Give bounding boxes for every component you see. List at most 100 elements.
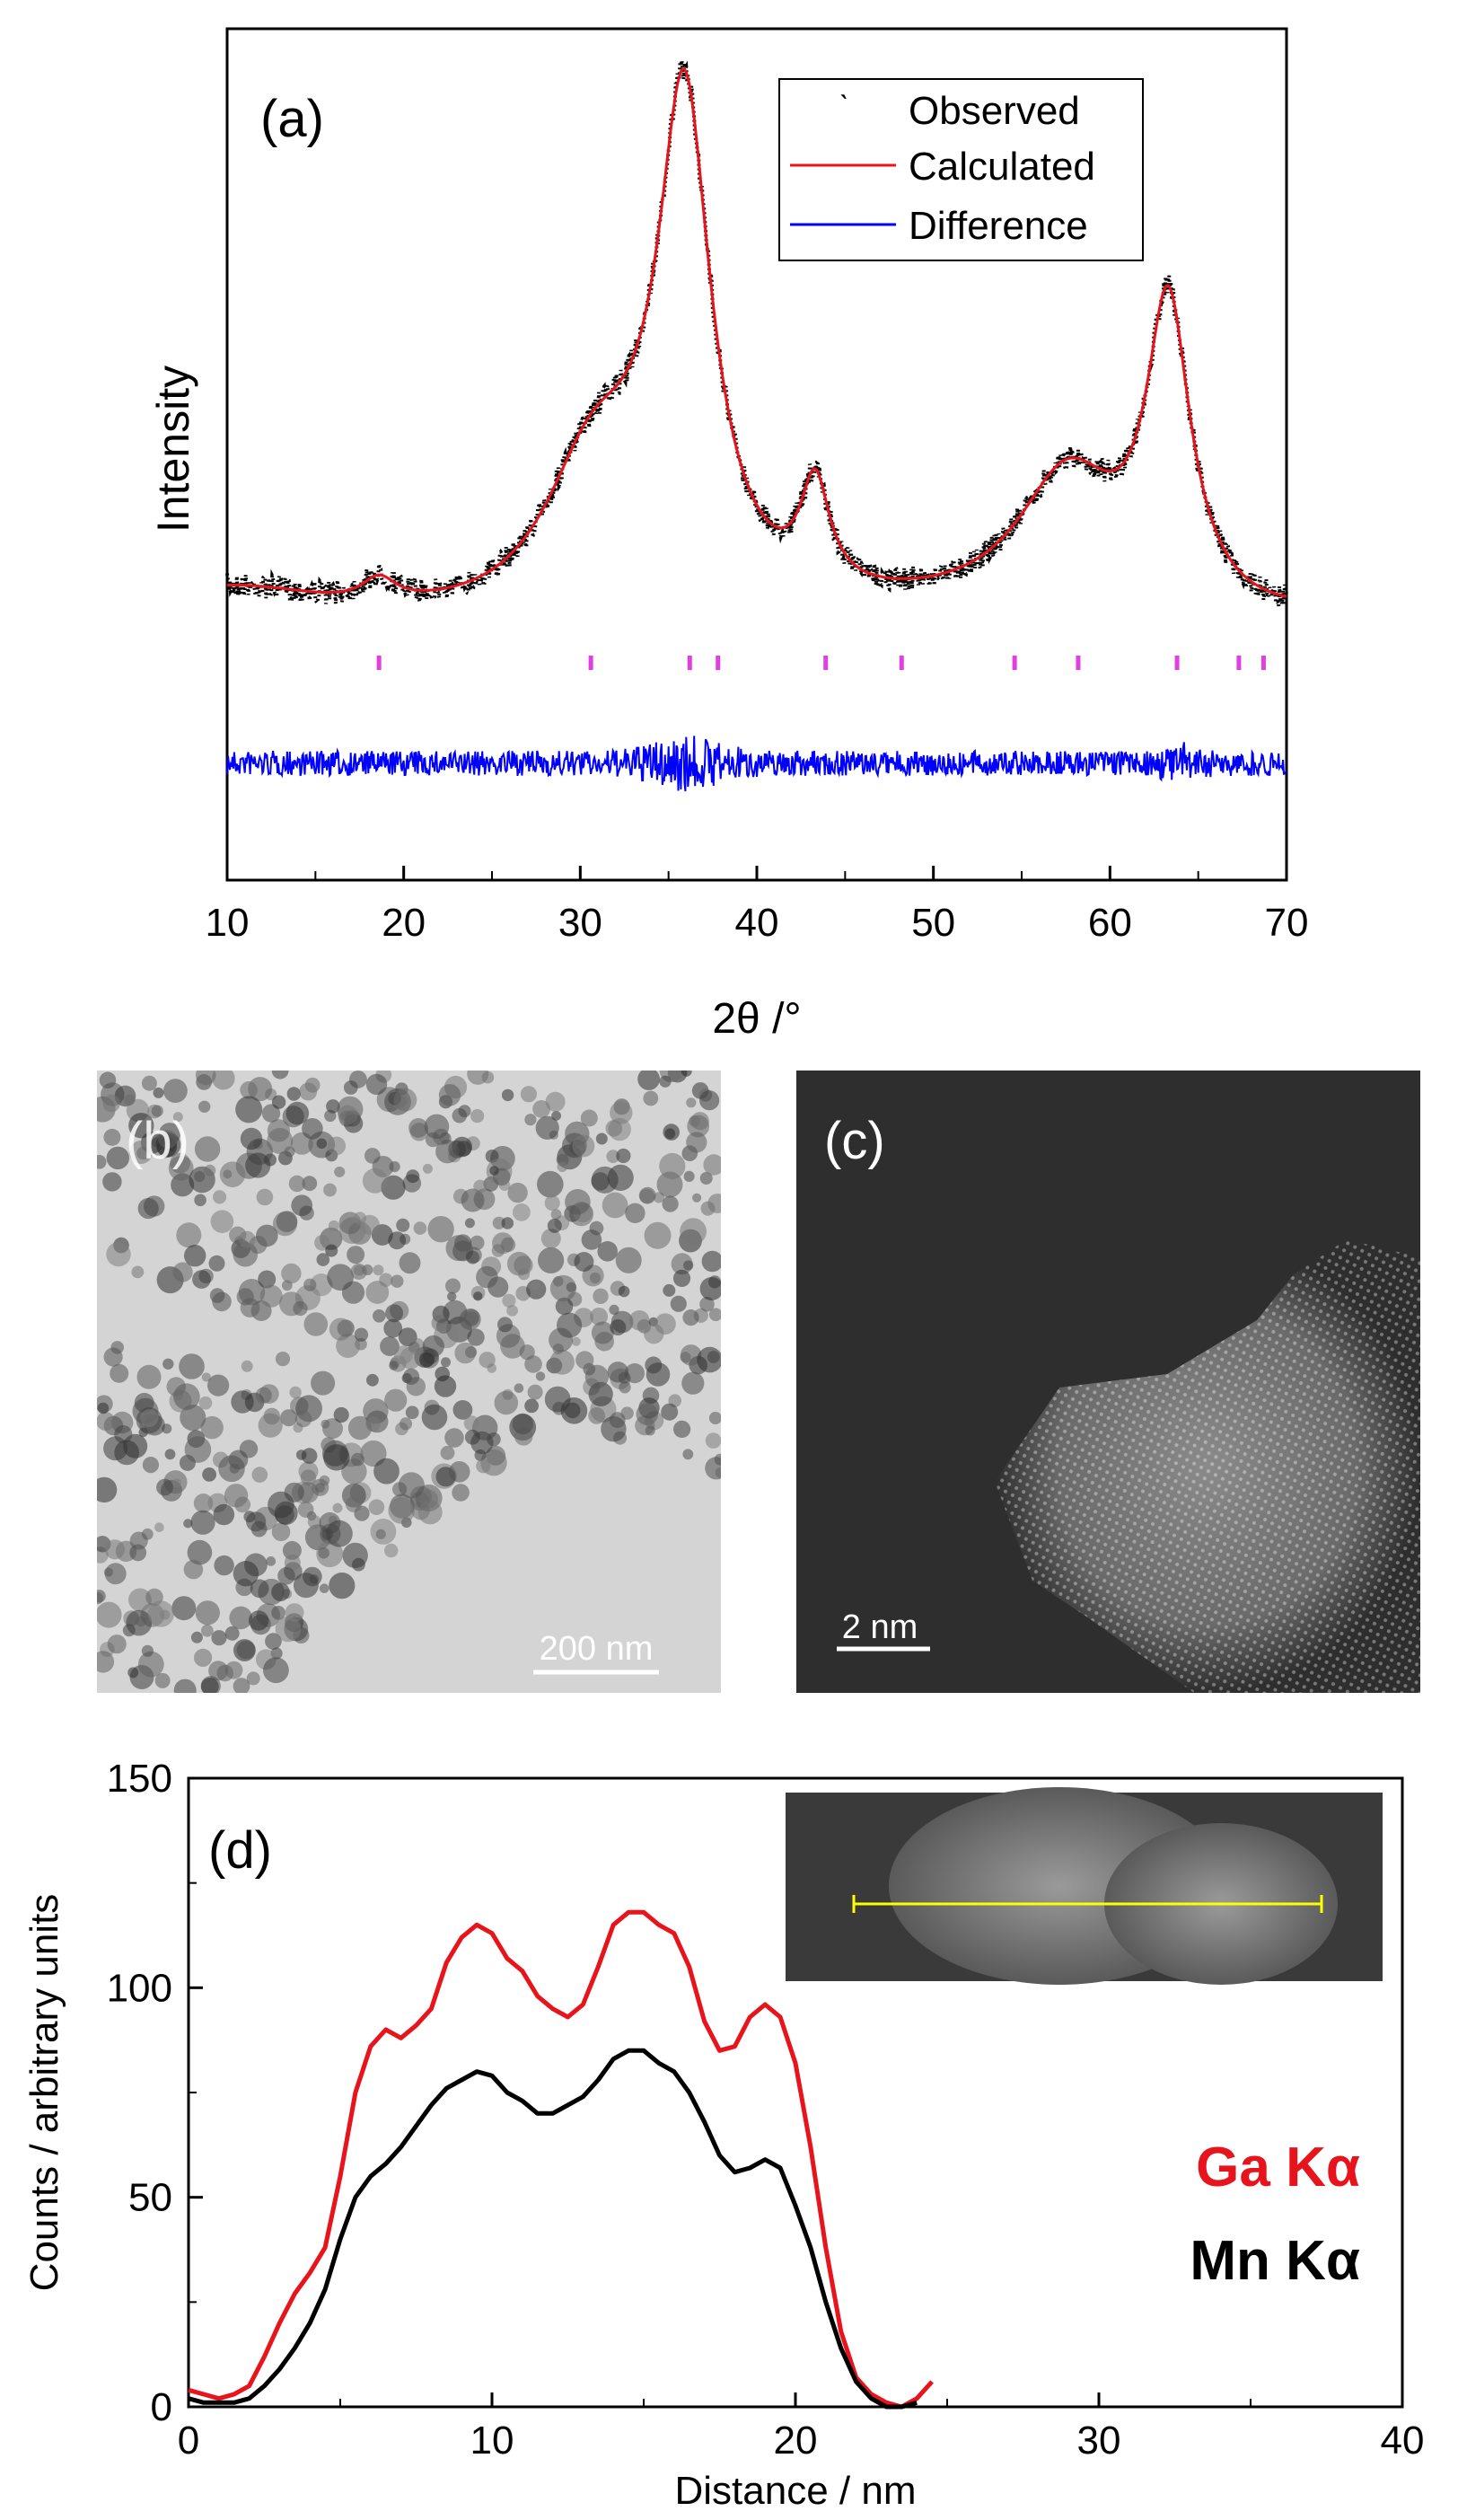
nanoparticle xyxy=(267,1128,294,1154)
nanoparticle xyxy=(544,1386,571,1413)
nanoparticle xyxy=(535,1371,546,1381)
nanoparticle xyxy=(172,1112,183,1123)
nanoparticle xyxy=(419,1352,435,1368)
nanoparticle xyxy=(154,1672,171,1688)
nanoparticle xyxy=(193,1493,214,1513)
panel-a-x-ticks: 10 20 30 40 50 60 70 xyxy=(206,866,1308,945)
nanoparticle xyxy=(452,1400,473,1420)
nanoparticle xyxy=(212,1071,235,1090)
nanoparticle xyxy=(538,1247,565,1273)
nanoparticle xyxy=(110,1363,129,1383)
nanoparticle xyxy=(141,1075,157,1091)
nanoparticle xyxy=(670,1295,687,1312)
nanoparticle xyxy=(272,1212,298,1237)
nanoparticle xyxy=(213,1503,235,1526)
nanoparticle xyxy=(383,1318,403,1338)
x-tick-label: 60 xyxy=(1088,901,1132,945)
nanoparticle xyxy=(307,1515,321,1529)
nanoparticle xyxy=(303,1312,329,1336)
nanoparticle xyxy=(699,1297,715,1312)
nanoparticle xyxy=(422,1335,444,1358)
nanoparticle xyxy=(162,1358,174,1370)
nanoparticle xyxy=(102,1172,122,1192)
nanoparticle xyxy=(151,1105,163,1117)
nanoparticle xyxy=(408,1118,428,1138)
nanoparticle xyxy=(297,1502,314,1518)
nanoparticle xyxy=(467,1071,489,1085)
nanoparticle xyxy=(271,1522,291,1541)
nanoparticle xyxy=(618,1371,630,1384)
nanoparticle xyxy=(255,1387,272,1404)
nanoparticle xyxy=(502,1293,516,1308)
nanoparticle xyxy=(362,1167,388,1194)
nanoparticle xyxy=(464,1218,475,1229)
nanoparticle xyxy=(240,1127,263,1150)
nanoparticle xyxy=(625,1203,646,1224)
nanoparticle xyxy=(200,1624,214,1637)
nanoparticle xyxy=(97,1601,122,1628)
nanoparticle xyxy=(341,1281,365,1304)
nanoparticle xyxy=(520,1086,538,1103)
nanoparticle xyxy=(368,1499,385,1515)
nanoparticle xyxy=(219,1161,246,1187)
nanoparticle xyxy=(251,1467,268,1483)
nanoparticle xyxy=(99,1071,117,1089)
nanoparticle xyxy=(218,1455,245,1483)
nanoparticle xyxy=(315,1483,325,1493)
nanoparticle xyxy=(385,1304,404,1323)
nanoparticle xyxy=(171,1478,181,1488)
nanoparticle xyxy=(616,1148,631,1164)
panel-d: (d) 0 10 20 30 40 0 50 100 150 Distance / nm Co… xyxy=(22,1757,1424,2513)
nanoparticle xyxy=(180,1405,206,1432)
nanoparticle xyxy=(615,1247,642,1273)
nanoparticle xyxy=(514,1383,524,1393)
x-tick-label: 10 xyxy=(470,2419,514,2463)
nanoparticle xyxy=(327,1136,347,1156)
nanoparticle xyxy=(316,1540,344,1568)
nanoparticle xyxy=(532,1100,550,1118)
nanoparticle xyxy=(681,1071,692,1077)
nanoparticle xyxy=(373,1264,384,1276)
nanoparticle xyxy=(380,1336,400,1356)
nanoparticle xyxy=(550,1209,562,1220)
nanoparticle xyxy=(595,1132,608,1145)
nanoparticle xyxy=(544,1194,560,1212)
mn-ka-series xyxy=(188,2048,918,2410)
nanoparticle xyxy=(347,1246,365,1264)
nanoparticle xyxy=(365,1073,388,1096)
nanoparticle xyxy=(106,1146,129,1170)
nanoparticle xyxy=(158,1130,178,1149)
nanoparticle xyxy=(325,1244,338,1257)
nanoparticle xyxy=(620,1406,634,1420)
nanoparticle xyxy=(229,1606,252,1630)
nanoparticle xyxy=(271,1606,285,1620)
nanoparticle xyxy=(243,1511,256,1523)
nanoparticle xyxy=(333,1406,349,1423)
nanoparticle xyxy=(653,1192,665,1203)
nanoparticle xyxy=(187,1539,213,1565)
nanoparticle xyxy=(234,1496,251,1513)
nanoparticle xyxy=(147,1600,174,1627)
panel-a-label: (a) xyxy=(260,90,324,148)
nanoparticle xyxy=(645,1356,663,1374)
nanoparticle xyxy=(311,1370,336,1396)
nanoparticle xyxy=(97,1476,118,1503)
nanoparticle xyxy=(501,1217,514,1229)
nanoparticle xyxy=(500,1237,516,1253)
nanoparticle xyxy=(524,1114,537,1126)
nanoparticle xyxy=(663,1123,680,1141)
nanoparticle xyxy=(682,1449,694,1460)
nanoparticle xyxy=(531,1281,540,1291)
nanoparticle xyxy=(458,1105,471,1118)
nanoparticle xyxy=(584,1364,610,1389)
nanoparticle xyxy=(589,1272,602,1284)
nanoparticle xyxy=(571,1336,581,1346)
nanoparticle xyxy=(131,1265,145,1279)
nanoparticle xyxy=(638,1186,656,1204)
nanoparticle xyxy=(680,1352,691,1363)
nanoparticle xyxy=(557,1161,568,1173)
nanoparticle xyxy=(123,1094,136,1106)
nanoparticle xyxy=(294,1410,312,1428)
nanoparticle xyxy=(672,1269,691,1287)
nanoparticle xyxy=(266,1556,277,1566)
